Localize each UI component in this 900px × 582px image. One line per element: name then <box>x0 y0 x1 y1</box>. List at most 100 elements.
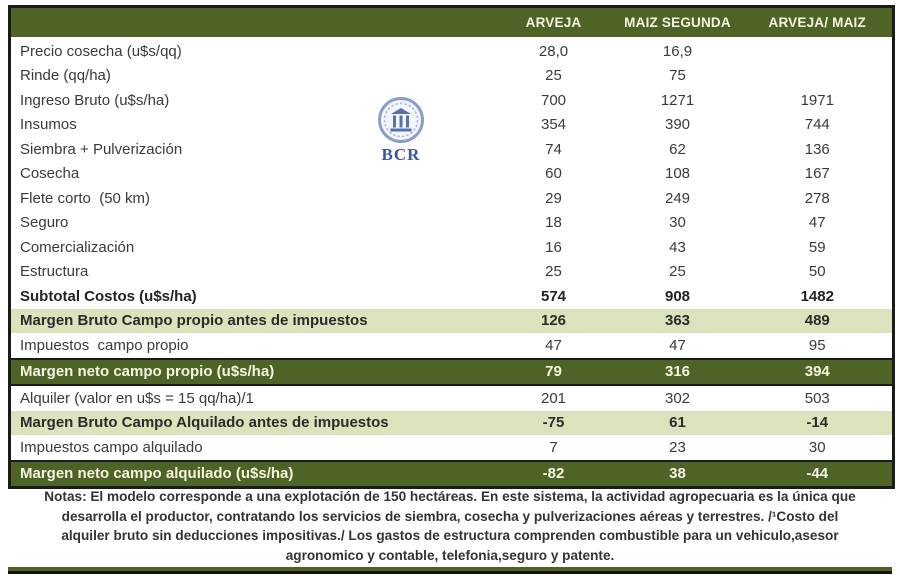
value-maiz-segunda: 43 <box>669 238 686 256</box>
value-arveja-maiz: 30 <box>808 438 826 456</box>
value-maiz-segunda: 908 <box>664 287 691 305</box>
value-arveja-maiz: 489 <box>742 308 894 333</box>
value-arveja-maiz: 47 <box>808 214 826 232</box>
notes-line: alquiler bruto sin deducciones impositiv… <box>61 528 839 543</box>
value-arveja: 354 <box>540 116 567 134</box>
table-row: Subtotal Costos (u$s/ha) 574 908 1482 <box>10 284 894 309</box>
table-row: Insumos 354 390 744 <box>10 113 894 138</box>
table-row: Margen neto campo propio (u$s/ha) 79 316 39… <box>9 357 894 386</box>
table-row: Cosecha 60 108 167 <box>10 162 894 187</box>
notes-line: Notas: El modelo corresponde a una explo… <box>44 489 856 504</box>
value-arveja: 7 <box>549 438 558 456</box>
row-label: Alquiler (valor en u$s = 15 qq/ha)/1 <box>20 389 254 407</box>
value-arveja-maiz: -44 <box>742 459 894 489</box>
value-arveja: 700 <box>540 91 567 109</box>
value-maiz-segunda: 249 <box>664 189 691 207</box>
table-row: Ingreso Bruto (u$s/ha) 700 1271 1971 <box>10 88 894 113</box>
value-arveja: 574 <box>540 287 567 305</box>
value-arveja: 18 <box>545 214 562 232</box>
row-label: Margen Bruto Campo Alquilado antes de im… <box>9 410 495 435</box>
table-row: Flete corto (50 km) 29 249 278 <box>10 186 894 211</box>
value-arveja-maiz: 744 <box>804 116 830 134</box>
bottom-rule <box>8 567 892 574</box>
cost-table-sheet: ARVEJA MAIZ SEGUNDA ARVEJA/ MAIZ Precio … <box>8 5 895 489</box>
row-label: Insumos <box>20 116 77 134</box>
row-label: Rinde (qq/ha) <box>20 67 111 85</box>
table-row: Rinde (qq/ha) 25 75 <box>10 64 894 89</box>
table-row: Impuestos campo propio 47 47 95 <box>10 333 894 359</box>
value-maiz-segunda: 38 <box>612 459 743 489</box>
table-row: Alquiler (valor en u$s = 15 qq/ha)/1 201 3… <box>10 385 894 411</box>
value-maiz-segunda: 61 <box>612 410 743 435</box>
value-arveja-maiz: 503 <box>804 389 830 407</box>
value-arveja: 60 <box>545 165 562 183</box>
notes-line: agronomico y contable, telefonia,seguro … <box>285 547 615 563</box>
value-arveja-maiz: 136 <box>804 140 830 158</box>
value-arveja-maiz: 278 <box>804 189 830 207</box>
table-row: Siembra + Pulverización 74 62 136 <box>10 137 894 162</box>
value-arveja-maiz: 59 <box>808 238 826 256</box>
table-row: Estructura 25 25 50 <box>10 260 894 285</box>
value-maiz-segunda: 75 <box>669 67 686 85</box>
value-maiz-segunda: 47 <box>669 336 686 354</box>
value-arveja-maiz: 1482 <box>800 287 834 305</box>
notes: Notas: El modelo corresponde a una explo… <box>10 487 890 565</box>
value-maiz-segunda: 302 <box>664 389 691 407</box>
value-maiz-segunda: 62 <box>669 140 686 158</box>
value-maiz-segunda: 25 <box>669 263 686 281</box>
table-row: Margen Bruto Campo propio antes de impue… <box>9 308 894 333</box>
table-body: Precio cosecha (u$s/qq) 28,0 16,9 Rinde (qq… <box>9 38 894 489</box>
value-arveja: 74 <box>545 140 562 158</box>
row-label: Cosecha <box>20 165 80 183</box>
row-label: Precio cosecha (u$s/qq) <box>20 42 182 60</box>
row-label: Seguro <box>20 214 69 232</box>
value-arveja-maiz <box>743 38 894 64</box>
value-arveja: 201 <box>540 389 567 407</box>
value-arveja-maiz: -14 <box>742 410 894 435</box>
row-label: Margen Bruto Campo propio antes de impue… <box>9 308 495 333</box>
column-header-label <box>9 6 495 39</box>
value-arveja: 79 <box>494 357 613 386</box>
column-header-arveja: ARVEJA <box>494 6 613 39</box>
row-label: Ingreso Bruto (u$s/ha) <box>20 91 170 109</box>
column-header-arveja-maiz: ARVEJA/ MAIZ <box>742 6 894 39</box>
value-arveja: 25 <box>545 67 562 85</box>
value-maiz-segunda: 1271 <box>660 91 695 109</box>
value-maiz-segunda: 16,9 <box>662 42 693 60</box>
row-label: Margen neto campo alquilado (u$s/ha) <box>9 459 495 489</box>
value-arveja: 16 <box>545 238 562 256</box>
column-header-maiz-segunda: MAIZ SEGUNDA <box>612 6 743 39</box>
row-label: Siembra + Pulverización <box>20 140 183 158</box>
value-maiz-segunda: 23 <box>669 438 686 456</box>
table-row: Comercialización 16 43 59 <box>10 235 894 260</box>
table-row: Impuestos campo alquilado 7 23 30 <box>10 435 894 461</box>
value-arveja-maiz: 50 <box>808 263 826 281</box>
row-label: Comercialización <box>20 238 135 256</box>
value-arveja: 126 <box>494 308 613 333</box>
row-label: Impuestos campo propio <box>20 336 189 354</box>
table-row: Seguro 18 30 47 <box>10 211 894 236</box>
value-arveja-maiz: 167 <box>804 165 830 183</box>
value-maiz-segunda: 30 <box>669 214 686 232</box>
value-arveja: -82 <box>494 459 613 489</box>
notes-line: desarrolla el productor, contratando los… <box>61 508 839 524</box>
row-label: Subtotal Costos (u$s/ha) <box>20 287 197 305</box>
row-label: Margen neto campo propio (u$s/ha) <box>9 357 495 386</box>
row-label: Estructura <box>20 263 89 281</box>
row-label: Impuestos campo alquilado <box>20 438 203 456</box>
value-arveja: -75 <box>494 410 613 435</box>
value-arveja-maiz: 1971 <box>800 91 834 109</box>
value-arveja: 47 <box>545 336 562 354</box>
value-maiz-segunda: 316 <box>612 357 743 386</box>
value-arveja: 29 <box>545 189 562 207</box>
table-row: Margen Bruto Campo Alquilado antes de im… <box>9 410 894 435</box>
value-arveja-maiz <box>743 64 894 89</box>
value-arveja-maiz: 95 <box>808 336 826 354</box>
value-maiz-segunda: 390 <box>664 116 691 134</box>
value-arveja: 25 <box>545 263 562 281</box>
table-row: Margen neto campo alquilado (u$s/ha) -82 3… <box>9 459 894 489</box>
table-row: Precio cosecha (u$s/qq) 28,0 16,9 <box>10 38 894 64</box>
table-header: ARVEJA MAIZ SEGUNDA ARVEJA/ MAIZ <box>9 6 894 39</box>
value-arveja-maiz: 394 <box>742 357 894 386</box>
